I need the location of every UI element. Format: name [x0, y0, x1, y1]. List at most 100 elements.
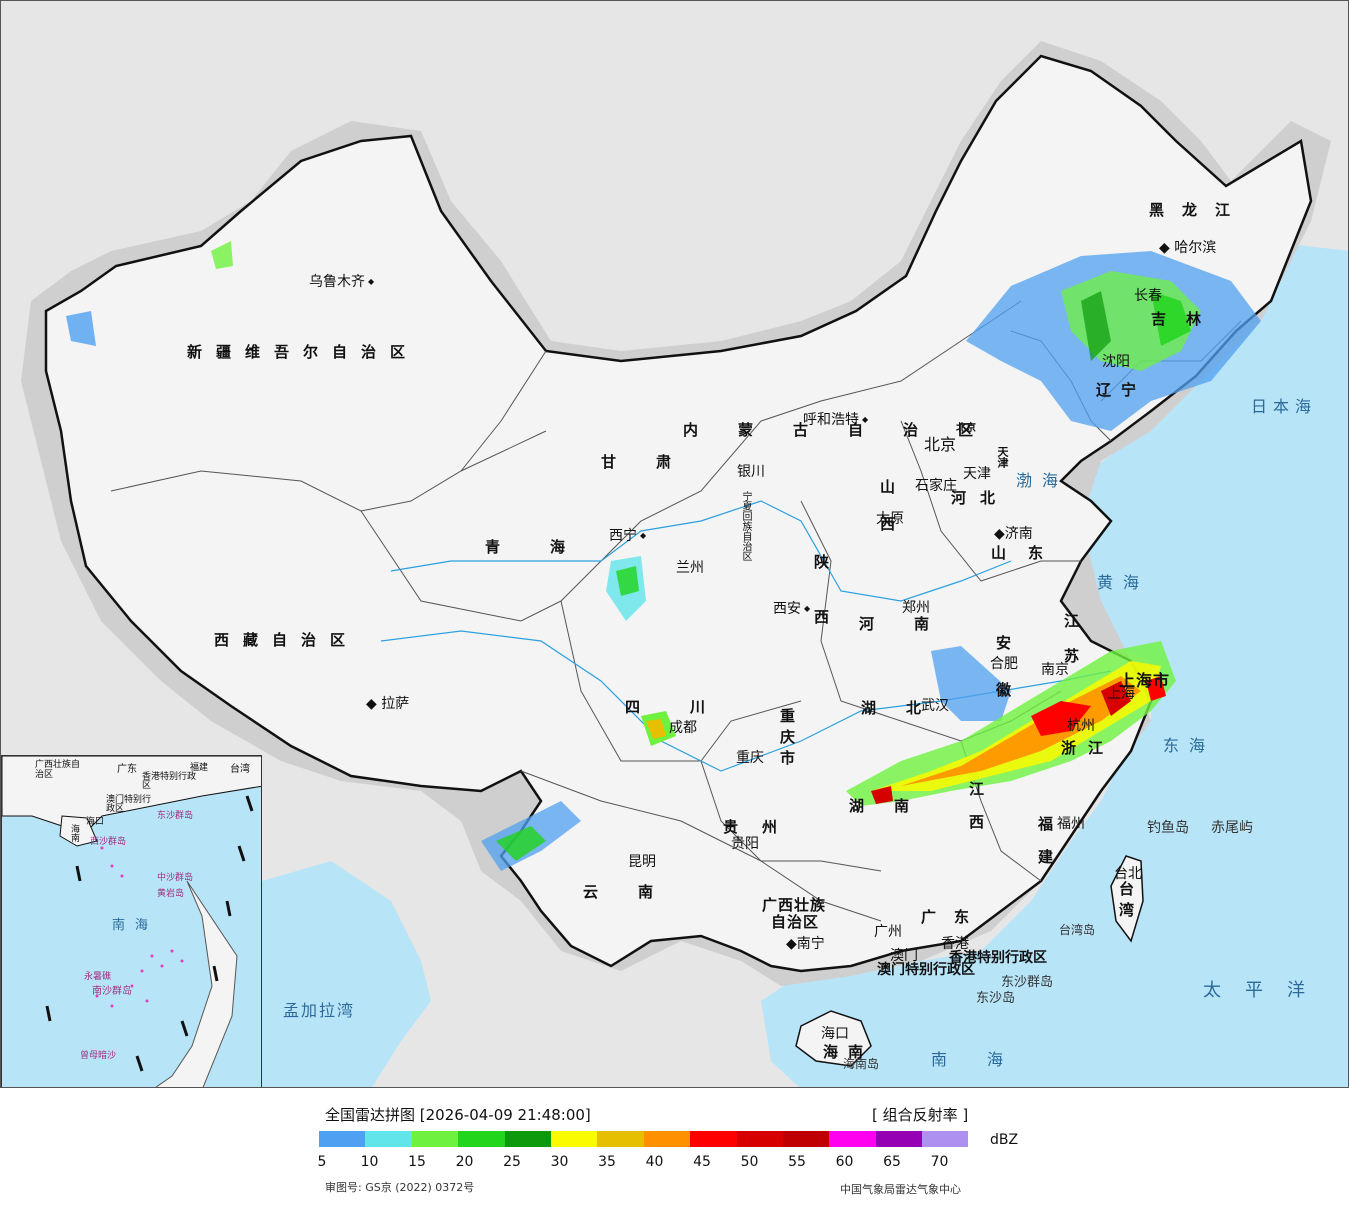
inset-label: 香港特别行政区	[142, 772, 197, 791]
city-label: 长春	[1134, 288, 1162, 304]
sea-label: 太平洋	[1203, 980, 1329, 1001]
city-label: 重庆	[736, 750, 764, 766]
province-label: 湖北	[861, 699, 952, 717]
tick-label: 5	[317, 1154, 327, 1170]
province-label: 云南	[583, 883, 694, 901]
city-label: ◆南宁	[786, 936, 825, 952]
city-label: 郑州	[902, 600, 930, 616]
province-label: 台湾	[1117, 881, 1135, 923]
province-label: 天津	[996, 446, 1009, 468]
city-label: 北京	[924, 435, 957, 454]
city-label: 福州	[1057, 816, 1085, 832]
province-label: 新疆维吾尔自治区	[187, 343, 420, 361]
city-label: 石家庄	[915, 478, 957, 494]
province-label: 甘肃	[601, 453, 712, 471]
province-label: 内蒙古自治区	[683, 421, 1014, 439]
ocean	[761, 241, 1348, 1087]
hainan-island	[795, 1010, 872, 1067]
city-label: 南京	[1041, 662, 1069, 678]
inset-label: 曾母暗沙	[80, 1051, 117, 1061]
color-swatch	[550, 1131, 598, 1147]
color-swatch	[597, 1131, 644, 1147]
tick-label: 35	[598, 1154, 616, 1170]
city-label: 澳门	[890, 948, 918, 964]
island-label: 东沙群岛	[1001, 975, 1054, 990]
province-label: 浙江	[1061, 739, 1116, 757]
sea-label: 渤海	[1016, 471, 1069, 490]
radar-echoes	[66, 241, 1261, 871]
province-label: 黑龙江	[1149, 201, 1249, 219]
taiwan-island	[1110, 855, 1144, 943]
sea-label: 黄海	[1097, 573, 1150, 592]
city-label: 太原	[876, 511, 904, 527]
inset-label: 广西壮族自治区	[35, 760, 81, 780]
province-label: 山东	[991, 544, 1066, 562]
city-label: 兰州	[676, 560, 704, 576]
city-label: ◆ 哈尔滨	[1159, 240, 1217, 256]
province-label: 西藏自治区	[214, 631, 360, 649]
province-label: 宁夏回族自治区	[740, 491, 751, 561]
tick-label: 65	[883, 1154, 901, 1170]
province-label: 四川	[625, 698, 756, 716]
inset-label: 海口	[86, 817, 105, 827]
city-label: 西宁	[609, 525, 646, 545]
city-label: 杭州	[1067, 718, 1095, 734]
province-label: 广东	[921, 908, 988, 926]
tick-label: 15	[408, 1154, 426, 1170]
city-label: 上海	[1107, 686, 1135, 702]
province-label: 自治区	[771, 913, 820, 931]
province-label: 江苏	[1062, 613, 1080, 683]
inset-label: 广东	[117, 764, 137, 775]
tick-label: 45	[693, 1154, 711, 1170]
city-label: 香港	[941, 936, 969, 952]
city-label: 乌鲁木齐	[309, 271, 374, 291]
product-type: [ 组合反射率 ]	[872, 1106, 969, 1124]
inset-base	[2, 756, 261, 1087]
city-label: 武汉	[921, 698, 949, 714]
province-label: 辽宁	[1096, 381, 1147, 399]
radar-map: 新疆维吾尔自治区 西藏自治区 青海 甘肃 内蒙古自治区 黑龙江 吉林 辽宁 河北…	[0, 0, 1349, 1088]
province-label: 福建	[1036, 816, 1054, 882]
island-label: 台湾岛	[1059, 923, 1096, 937]
city-label: 昆明	[628, 854, 656, 870]
island-label: 钓鱼岛	[1147, 820, 1189, 836]
province-label: 山西	[878, 479, 896, 553]
color-swatch	[643, 1131, 691, 1147]
city-label: 海口	[821, 1026, 849, 1042]
sea-label: 南海	[931, 1050, 1044, 1069]
inset-label: 南海	[112, 918, 159, 933]
island-label: 海南岛	[843, 1057, 880, 1071]
tick-label: 50	[740, 1154, 759, 1170]
credit-label: 中国气象局雷达气象中心	[840, 1183, 961, 1196]
city-label: 呼和浩特	[803, 409, 868, 429]
unit-label: dBZ	[990, 1132, 1019, 1148]
province-label: 贵州	[723, 818, 802, 836]
color-swatch	[736, 1131, 783, 1147]
province-label: 北京	[956, 423, 976, 434]
city-name: 南宁	[796, 936, 825, 952]
province-label: 安徽	[994, 635, 1012, 729]
province-label: 江西	[967, 781, 985, 847]
sea-label: 日本海	[1251, 397, 1318, 416]
inset-label: 海南	[69, 824, 79, 842]
color-swatch	[504, 1131, 551, 1147]
city-label: 合肥	[990, 656, 1018, 672]
inset-label: 东沙群岛	[157, 811, 194, 821]
tick-label: 40	[645, 1154, 664, 1170]
city-name: 拉萨	[381, 696, 410, 712]
legend-panel: 全国雷达拼图 [2026-04-09 21:48:00] [ 组合反射率 ] 5…	[0, 1088, 1349, 1208]
city-label: 西安	[773, 598, 810, 618]
city-name: 哈尔滨	[1174, 240, 1217, 256]
tick-label: 20	[455, 1154, 474, 1170]
inset-label: 福建	[190, 763, 209, 773]
nine-dash-line	[45, 795, 254, 1072]
province-label: 陕西	[812, 554, 830, 664]
sea-label: 东海	[1163, 736, 1216, 755]
island-label: 赤尾屿	[1211, 820, 1253, 836]
inset-label: 南沙群岛	[92, 986, 132, 997]
province-label: 上海市	[1119, 671, 1171, 690]
rivers	[380, 500, 1112, 772]
city-label: 天津	[963, 466, 991, 482]
legend-title: 全国雷达拼图 [2026-04-09 21:48:00]	[325, 1106, 591, 1124]
special-region-label: 澳门特别行政区	[877, 962, 975, 978]
